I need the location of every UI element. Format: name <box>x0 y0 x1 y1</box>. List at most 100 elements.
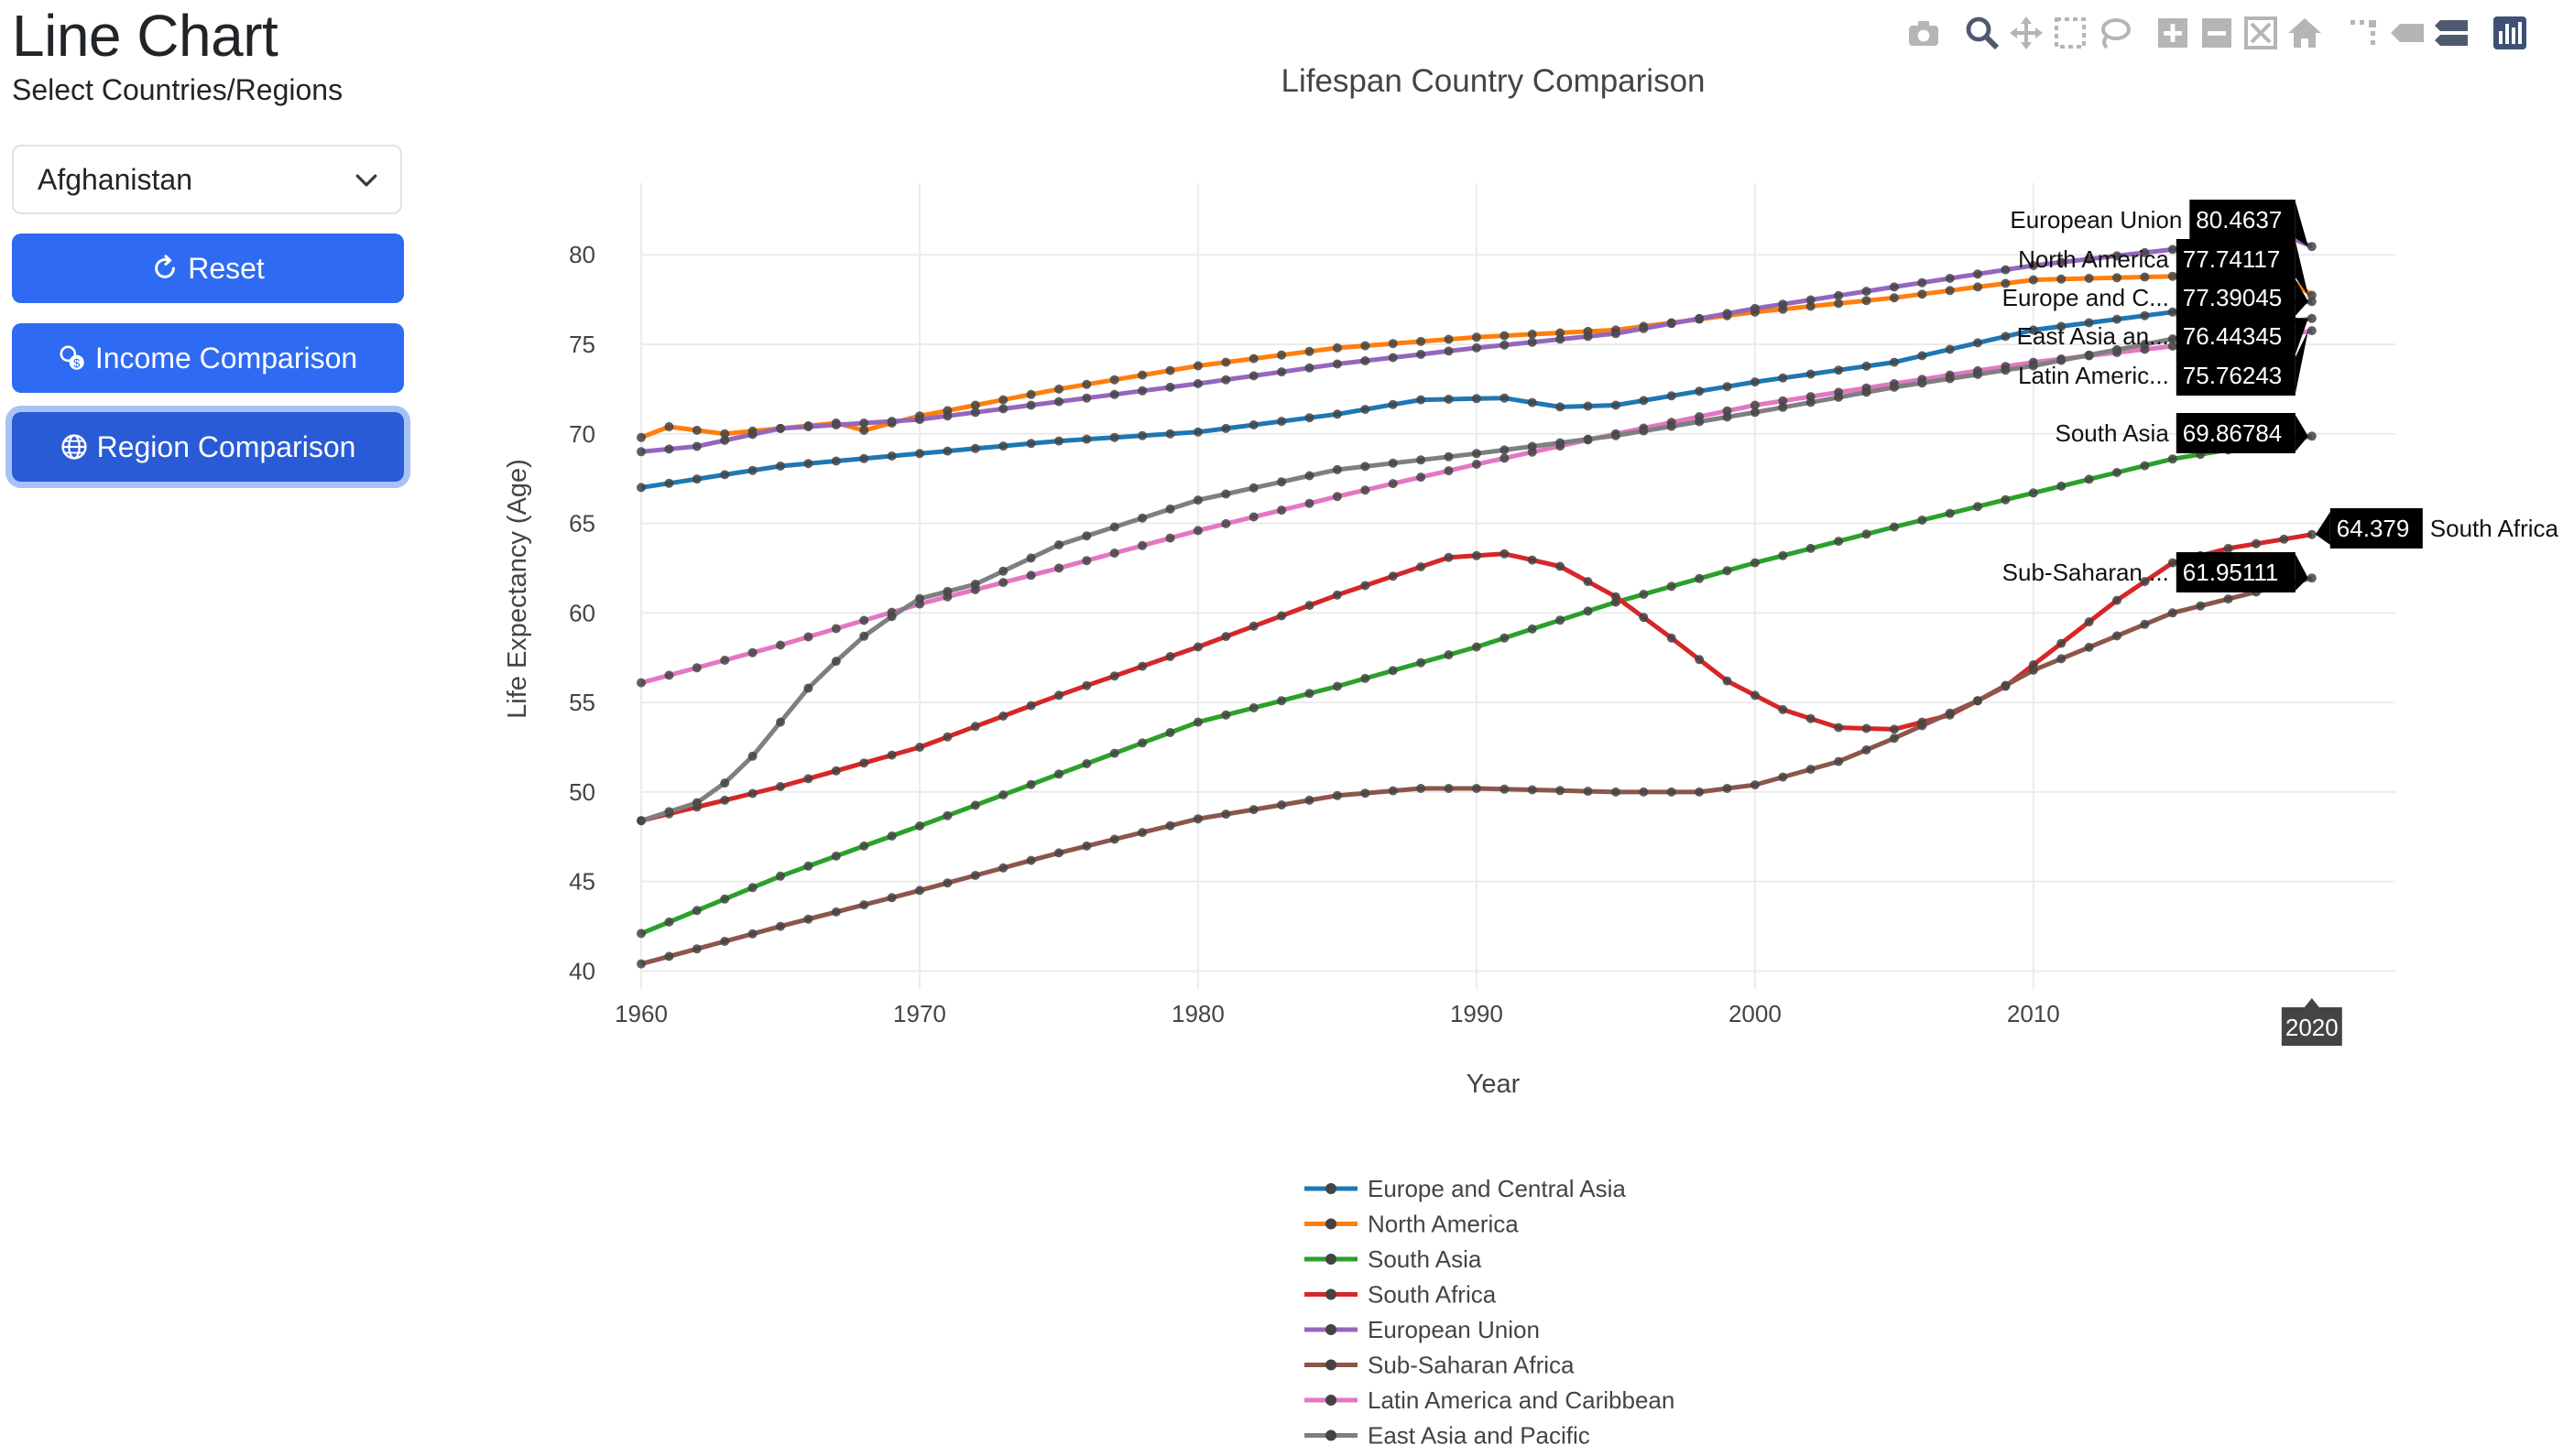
series-point <box>2084 474 2094 484</box>
series-point <box>1555 438 1565 448</box>
series-point <box>1583 577 1593 587</box>
series-point <box>1221 710 1231 720</box>
series-point <box>1695 573 1705 583</box>
series-point <box>1695 386 1705 397</box>
legend-item[interactable]: North America <box>1304 1211 1519 1238</box>
chart-legend[interactable]: Europe and Central Asia North America Sout… <box>1304 1175 1674 1450</box>
series-point <box>1527 441 1537 451</box>
series-point <box>720 778 730 788</box>
x-axis-ticks: 1960 1970 1980 1990 2000 2010 <box>615 1000 2060 1027</box>
series-point <box>1861 296 1871 306</box>
zoom-in-icon[interactable] <box>2154 15 2191 51</box>
series-point <box>1165 382 1175 392</box>
series-point <box>1610 400 1620 410</box>
series-point <box>1221 357 1231 367</box>
series-south-asia[interactable] <box>637 431 2317 939</box>
series-point <box>1973 502 1982 512</box>
reset-button[interactable]: Reset <box>12 234 404 303</box>
series-point <box>1722 676 1732 686</box>
series-point <box>1778 704 1788 714</box>
series-point <box>1750 558 1760 568</box>
reset-axes-icon[interactable] <box>2286 15 2323 51</box>
series-point <box>1722 309 1732 319</box>
hover-pointer <box>2295 241 2308 296</box>
dropdown-selected-value: Afghanistan <box>38 162 193 196</box>
legend-item[interactable]: Latin America and Caribbean <box>1304 1386 1674 1414</box>
series-point <box>1416 395 1426 405</box>
hover-value-box <box>2176 277 2296 318</box>
series-point <box>1500 331 1510 341</box>
series-point <box>1778 402 1788 412</box>
region-comparison-button[interactable]: Region Comparison <box>12 412 404 482</box>
income-comparison-button[interactable]: $ Income Comparison <box>12 323 404 393</box>
series-point <box>1471 342 1481 353</box>
hover-compare-icon[interactable] <box>2433 15 2470 51</box>
zoom-out-icon[interactable] <box>2198 15 2235 51</box>
globe-icon <box>61 434 87 460</box>
series-point <box>2140 247 2150 257</box>
legend-item[interactable]: East Asia and Pacific <box>1304 1422 1590 1450</box>
series-point <box>1277 611 1287 621</box>
series-point <box>1221 423 1231 433</box>
spike-lines-icon[interactable] <box>2345 15 2382 51</box>
series-point <box>2112 344 2121 354</box>
camera-icon[interactable] <box>1905 15 1942 51</box>
y-tick-label: 70 <box>569 420 595 448</box>
legend-item[interactable]: South Africa <box>1304 1281 1497 1309</box>
legend-item[interactable]: Sub-Saharan Africa <box>1304 1352 1575 1379</box>
series-point <box>2140 272 2150 282</box>
series-point <box>859 758 869 768</box>
series-point <box>970 871 980 880</box>
x-axis-title: Year <box>1467 1070 1521 1099</box>
series-point <box>1277 350 1287 360</box>
series-point <box>1304 795 1314 805</box>
series-point <box>1249 420 1259 429</box>
series-point <box>915 593 924 603</box>
autoscale-icon[interactable] <box>2242 15 2279 51</box>
series-point <box>1109 432 1119 442</box>
lasso-icon[interactable] <box>2096 15 2132 51</box>
series-point <box>1610 787 1620 797</box>
series-point <box>1332 590 1342 600</box>
hover-series-name: Sub-Saharan ... <box>2002 559 2169 586</box>
y-tick-label: 75 <box>569 331 595 358</box>
series-point <box>859 453 869 463</box>
legend-item[interactable]: Europe and Central Asia <box>1304 1175 1626 1202</box>
legend-item[interactable]: European Union <box>1304 1316 1540 1343</box>
series-point <box>1861 287 1871 297</box>
series-point <box>1805 369 1816 379</box>
series-point <box>1583 434 1593 444</box>
series-point <box>1778 299 1788 310</box>
legend-label: Latin America and Caribbean <box>1368 1386 1674 1414</box>
box-select-icon[interactable] <box>2052 15 2089 51</box>
series-point <box>1527 337 1537 347</box>
y-tick-label: 50 <box>569 778 595 806</box>
legend-label: Europe and Central Asia <box>1368 1175 1626 1202</box>
series-point <box>943 810 953 820</box>
series-point <box>1610 592 1620 602</box>
country-dropdown[interactable]: Afghanistan <box>12 145 402 214</box>
series-point <box>803 774 813 784</box>
x-hover-box <box>2281 1007 2342 1046</box>
x-tick-label: 1960 <box>615 1000 668 1027</box>
series-point <box>1695 787 1705 797</box>
series-point <box>1444 552 1454 562</box>
series-point <box>2084 350 2094 360</box>
series-europe-and-central-asia[interactable] <box>637 297 2317 493</box>
hover-closest-icon[interactable] <box>2389 15 2426 51</box>
series-point <box>1973 338 1982 348</box>
zoom-icon[interactable] <box>1964 15 2001 51</box>
series-point <box>1861 361 1871 371</box>
series-point <box>831 851 841 861</box>
series-point <box>1639 426 1649 436</box>
series-point <box>1193 814 1203 824</box>
series-point <box>1444 395 1454 404</box>
plotly-logo-icon[interactable] <box>2492 15 2528 51</box>
series-point <box>692 425 702 435</box>
series-point <box>1805 713 1816 723</box>
series-point <box>2279 534 2289 544</box>
legend-item[interactable]: South Asia <box>1304 1245 1482 1273</box>
hover-label: 61.95111 Sub-Saharan ... <box>2002 552 2308 592</box>
pan-icon[interactable] <box>2008 15 2045 51</box>
